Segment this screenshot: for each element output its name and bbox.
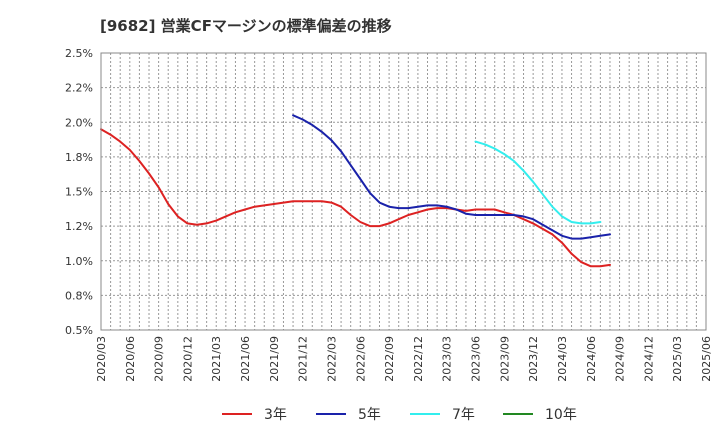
x-tick-label: 2024/09 <box>614 336 627 382</box>
legend-label: 3年 <box>264 407 287 423</box>
legend: 3年 5年 7年 10年 <box>222 407 577 423</box>
x-tick-label: 2022/06 <box>354 336 367 382</box>
x-tick-label: 2024/06 <box>585 336 598 382</box>
y-tick-label: 1.0% <box>65 255 93 268</box>
x-tick-label: 2022/12 <box>412 336 425 382</box>
series-line-3 <box>474 140 602 225</box>
x-tick-label: 2023/03 <box>441 336 454 382</box>
x-tick-label: 2025/06 <box>700 336 713 382</box>
x-tick-label: 2020/06 <box>124 336 137 382</box>
y-tick-label: 2.2% <box>65 82 93 95</box>
x-tick-label: 2021/03 <box>210 336 223 382</box>
x-tick-label: 2021/09 <box>268 336 281 382</box>
x-tick-label: 2023/09 <box>498 336 511 382</box>
series-line-2 <box>292 114 611 240</box>
x-tick-label: 2020/09 <box>153 336 166 382</box>
plot-frame <box>100 52 707 331</box>
x-tick-label: 2024/12 <box>642 336 655 382</box>
y-tick-label: 0.8% <box>65 289 93 302</box>
legend-label: 7年 <box>452 407 475 423</box>
y-tick-label: 0.5% <box>65 324 93 337</box>
y-tick-label: 2.5% <box>65 47 93 60</box>
x-tick-label: 2025/03 <box>671 336 684 382</box>
x-axis-ticks: 2020/03 2020/06 2020/09 2020/12 2021/03 2021/… <box>95 336 713 382</box>
chart-title: [9682] 営業CFマージンの標準偏差の推移 <box>100 17 392 35</box>
x-tick-label: 2021/06 <box>239 336 252 382</box>
series-line-1 <box>100 128 611 268</box>
x-tick-label: 2020/12 <box>181 336 194 382</box>
x-tick-label: 2022/09 <box>383 336 396 382</box>
legend-label: 5年 <box>358 407 381 423</box>
series-lines <box>100 114 611 268</box>
x-tick-label: 2023/12 <box>527 336 540 382</box>
y-axis-ticks: 2.5% 2.2% 2.0% 1.8% 1.5% 1.2% 1.0% 0.8% 0.5% <box>65 47 93 337</box>
x-tick-label: 2022/03 <box>325 336 338 382</box>
x-tick-label: 2020/03 <box>95 336 108 382</box>
x-tick-label: 2024/03 <box>556 336 569 382</box>
legend-label: 10年 <box>545 407 577 423</box>
y-tick-label: 1.8% <box>65 151 93 164</box>
y-tick-label: 2.0% <box>65 116 93 129</box>
x-tick-label: 2023/06 <box>470 336 483 382</box>
y-tick-label: 1.5% <box>65 186 93 199</box>
grid <box>101 53 706 330</box>
y-tick-label: 1.2% <box>65 220 93 233</box>
x-tick-label: 2021/12 <box>297 336 310 382</box>
